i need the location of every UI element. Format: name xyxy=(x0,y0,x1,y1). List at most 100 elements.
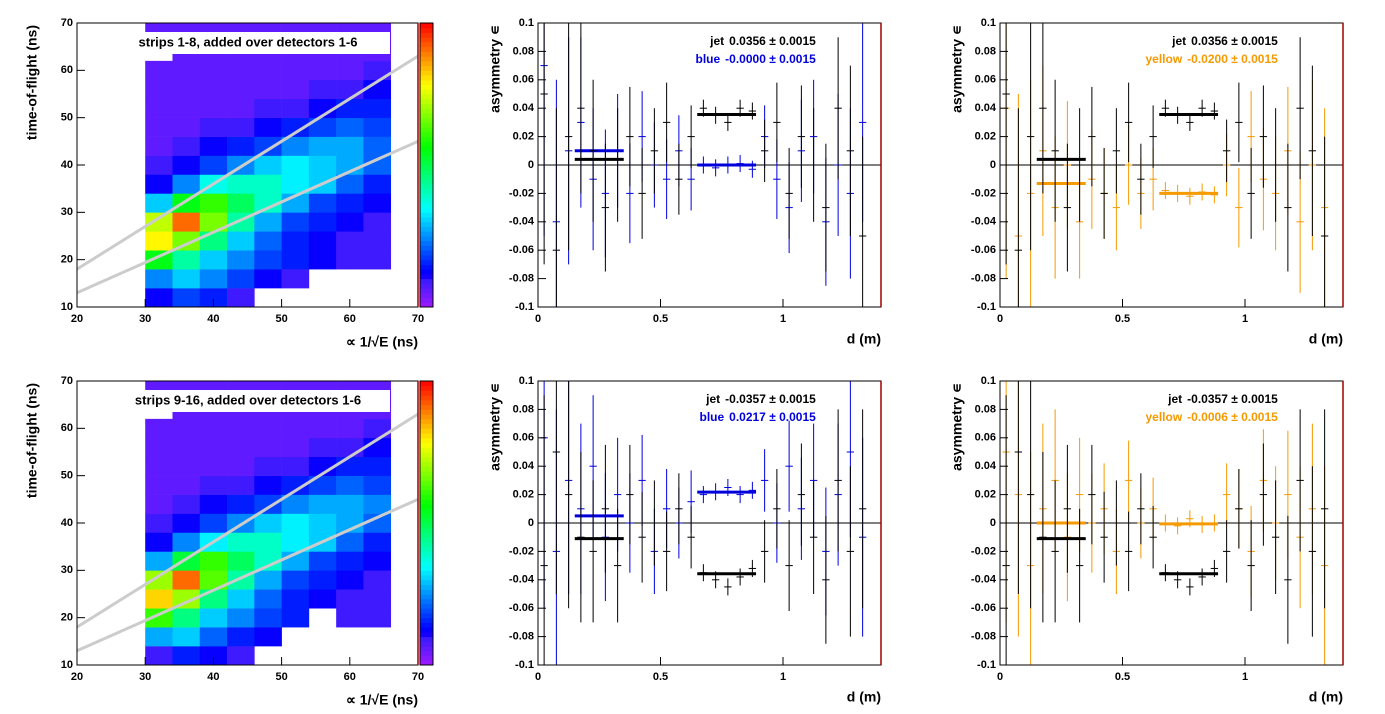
colorbar-step xyxy=(420,584,433,590)
colorbar-step xyxy=(420,169,433,175)
heatmap-cell xyxy=(172,494,201,514)
heatmap-cell xyxy=(363,456,392,476)
legend-name: jet xyxy=(1167,392,1182,406)
y-tick-label: -0.06 xyxy=(971,602,996,614)
heatmap-cell xyxy=(281,589,310,609)
colorbar-step xyxy=(420,150,433,157)
colorbar-step xyxy=(420,399,433,406)
colorbar-step xyxy=(420,385,433,391)
heatmap-cell xyxy=(227,532,255,552)
heatmap-cell xyxy=(254,231,282,251)
heatmap-cell xyxy=(363,155,392,175)
legend-name: jet xyxy=(1171,34,1186,48)
y-tick-label: -0.1 xyxy=(977,659,996,671)
colorbar-step xyxy=(420,131,433,138)
heatmap-cell xyxy=(281,155,310,175)
annotation-box xyxy=(107,32,390,54)
colorbar-step xyxy=(420,523,433,529)
heatmap-cell xyxy=(254,212,282,232)
legend-fit: 0.0217 ± 0.0015 xyxy=(729,410,816,424)
colorbar-step xyxy=(420,65,433,71)
heatmap-cell xyxy=(281,513,310,533)
y-tick-label: 0 xyxy=(990,517,996,529)
heatmap-cell xyxy=(254,98,282,118)
x-tick-label: 60 xyxy=(344,313,356,325)
panel: 0 0.5 1 -0.1 -0.08 -0.06 -0.04 -0.02 0 0.02 0.04 0.… xyxy=(949,375,1344,705)
y-tick-label: 0 xyxy=(528,159,534,171)
data-layer xyxy=(538,381,881,665)
colorbar-step xyxy=(420,532,433,538)
colorbar-step xyxy=(420,155,433,161)
x-axis-title: d (m) xyxy=(847,331,881,347)
heatmap-cell xyxy=(145,494,173,514)
heatmap-cell xyxy=(227,551,255,571)
y-tick-label: 0.08 xyxy=(513,403,534,415)
heatmap-cell xyxy=(199,475,228,495)
colorbar-step xyxy=(420,470,433,477)
heatmap-cell xyxy=(308,136,337,156)
y-tick-label: 60 xyxy=(61,64,73,76)
heatmap-cell xyxy=(172,456,201,476)
y-axis-title: time-of-flight (ns) xyxy=(24,25,40,140)
colorbar-step xyxy=(420,217,433,223)
heatmap-cell xyxy=(336,456,364,476)
heatmap-cell xyxy=(308,570,337,590)
heatmap-cell xyxy=(145,155,173,175)
legend-fit: -0.0357 ± 0.0015 xyxy=(725,392,816,406)
heatmap-cell xyxy=(227,269,255,289)
heatmap-cell xyxy=(227,437,255,458)
heatmap-cell xyxy=(227,646,255,666)
heatmap-cell xyxy=(336,532,364,552)
heatmap-cell xyxy=(308,250,337,270)
heatmap-cell xyxy=(172,155,201,175)
heatmap-cell xyxy=(227,589,255,609)
x-tick-label: 70 xyxy=(412,313,424,325)
colorbar-step xyxy=(420,650,433,657)
heatmap-cell xyxy=(145,231,173,251)
colorbar-step xyxy=(420,240,433,246)
x-tick-label: 20 xyxy=(71,671,83,683)
y-tick-label: 0.08 xyxy=(513,45,534,57)
y-tick-label: 60 xyxy=(61,422,73,434)
colorbar-step xyxy=(420,646,433,652)
heatmap-cell xyxy=(199,193,228,213)
data-layer xyxy=(1000,381,1343,665)
heatmap-cell xyxy=(254,532,282,552)
cut-line xyxy=(77,497,418,653)
colorbar-step xyxy=(420,283,433,289)
x-tick-label: 20 xyxy=(71,313,83,325)
heatmap-cell xyxy=(363,494,392,514)
legend-name: yellow xyxy=(1145,52,1182,66)
x-tick-label: 0.5 xyxy=(653,671,668,683)
heatmap-cell xyxy=(145,646,173,666)
x-axis-title: ∝ 1/√E (ns) xyxy=(346,692,418,708)
y-tick-label: 40 xyxy=(61,517,73,529)
colorbar-step xyxy=(420,212,433,218)
heatmap-cell xyxy=(199,551,228,571)
y-tick-label: -0.02 xyxy=(509,187,534,199)
colorbar-step xyxy=(420,41,433,48)
heatmap-cell xyxy=(145,551,173,571)
colorbar-step xyxy=(420,56,433,62)
colorbar-step xyxy=(420,499,433,505)
colorbar-step xyxy=(420,245,433,251)
y-tick-label: 10 xyxy=(61,659,73,671)
colorbar-step xyxy=(420,504,433,510)
heatmap-cell xyxy=(308,60,337,81)
y-tick-label: -0.02 xyxy=(509,545,534,557)
y-tick-label: 0.04 xyxy=(975,460,997,472)
heatmap-cell xyxy=(172,60,201,81)
colorbar-step xyxy=(420,456,433,462)
colorbar-step xyxy=(420,612,433,619)
heatmap-cell xyxy=(199,231,228,251)
x-tick-label: 1 xyxy=(1242,671,1248,683)
y-tick-label: 0 xyxy=(990,159,996,171)
colorbar-step xyxy=(420,84,433,90)
heatmap-cell xyxy=(199,60,228,81)
y-tick-label: 0.06 xyxy=(513,74,534,86)
heatmap-cell xyxy=(254,250,282,270)
colorbar-step xyxy=(420,433,433,439)
colorbar-step xyxy=(420,395,433,401)
heatmap-cell xyxy=(172,475,201,495)
heatmap-cell xyxy=(145,250,173,270)
